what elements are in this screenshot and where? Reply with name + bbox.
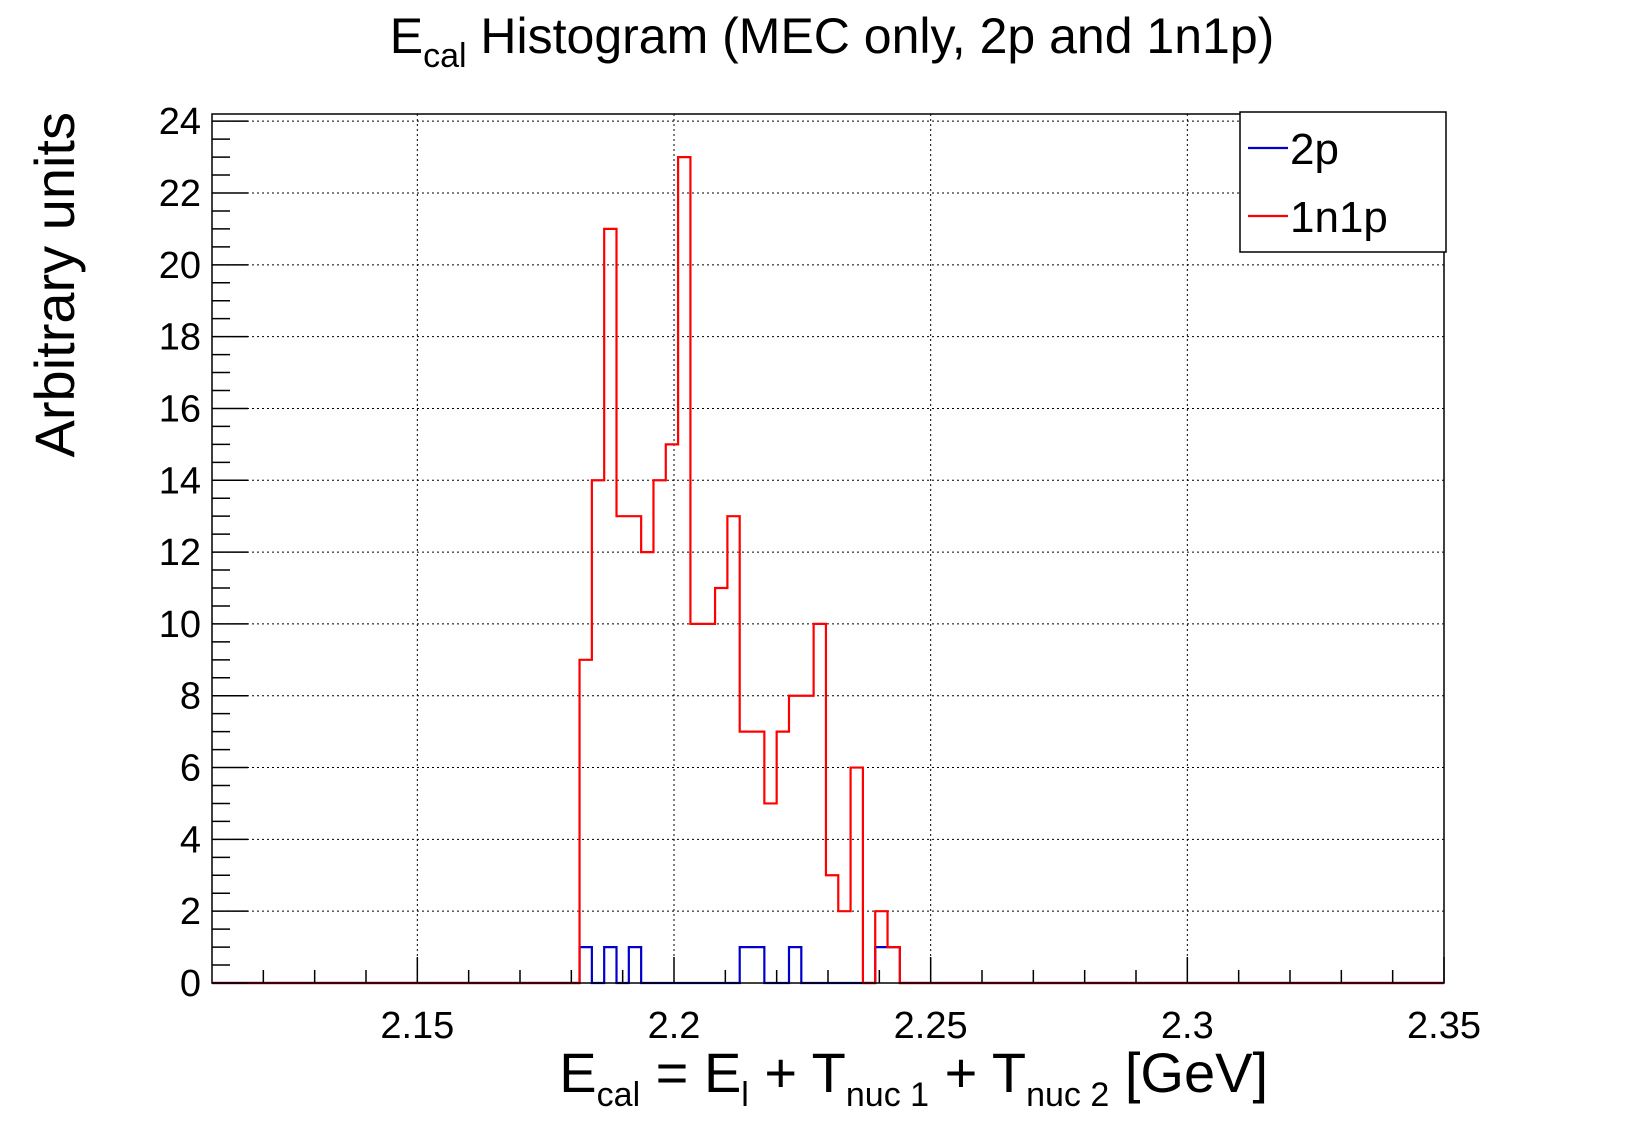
x-tick-label: 2.35 <box>1407 1005 1481 1047</box>
label-text: = E <box>640 1041 741 1104</box>
chart-title: Ecal Histogram (MEC only, 2p and 1n1p) <box>390 8 1275 75</box>
axes <box>212 120 1445 984</box>
grid-lines <box>212 114 1444 983</box>
label-text: E <box>559 1041 596 1104</box>
y-tick-label: 20 <box>159 245 201 287</box>
legend: 2p 1n1p <box>1239 111 1447 253</box>
series-line-1n1p <box>212 155 1444 985</box>
y-tick-label: 16 <box>159 388 201 430</box>
y-tick-label: 2 <box>180 891 201 933</box>
label-text: Histogram (MEC only, 2p and 1n1p) <box>467 8 1275 64</box>
y-tick-label: 18 <box>159 317 201 359</box>
x-tick-label: 2.2 <box>648 1005 701 1047</box>
label-text: + T <box>749 1041 846 1104</box>
x-axis-title: Ecal = El + Tnuc 1 + Tnuc 2 [GeV] <box>559 1041 1268 1114</box>
subscript-text: l <box>741 1076 749 1114</box>
y-tick-label: 14 <box>159 460 201 502</box>
x-tick-label: 2.15 <box>380 1005 454 1047</box>
label-text: [GeV] <box>1109 1041 1268 1104</box>
y-tick-label: 10 <box>159 604 201 646</box>
x-tick-label: 2.3 <box>1161 1005 1214 1047</box>
x-tick-label: 2.25 <box>894 1005 968 1047</box>
legend-label: 1n1p <box>1290 193 1388 242</box>
y-tick-label: 12 <box>159 532 201 574</box>
series-1n1p <box>212 155 1444 985</box>
subscript-text: cal <box>597 1076 640 1114</box>
y-axis-title: Arbitrary units <box>23 112 86 457</box>
legend-box <box>1239 111 1447 253</box>
label-text: + T <box>929 1041 1026 1104</box>
subscript-text: cal <box>423 37 466 75</box>
y-tick-label: 6 <box>180 748 201 790</box>
legend-label: 2p <box>1290 125 1339 174</box>
y-tick-label: 24 <box>159 101 201 143</box>
subscript-text: nuc 2 <box>1026 1076 1109 1114</box>
y-tick-label: 4 <box>180 819 201 861</box>
subscript-text: nuc 1 <box>846 1076 929 1114</box>
label-text: E <box>390 8 423 64</box>
y-tick-label: 8 <box>180 676 201 718</box>
x-tick-labels: 2.15 2.2 2.25 2.3 2.35 <box>380 1005 1481 1047</box>
y-tick-label: 22 <box>159 173 201 215</box>
y-tick-label: 0 <box>180 963 201 1005</box>
